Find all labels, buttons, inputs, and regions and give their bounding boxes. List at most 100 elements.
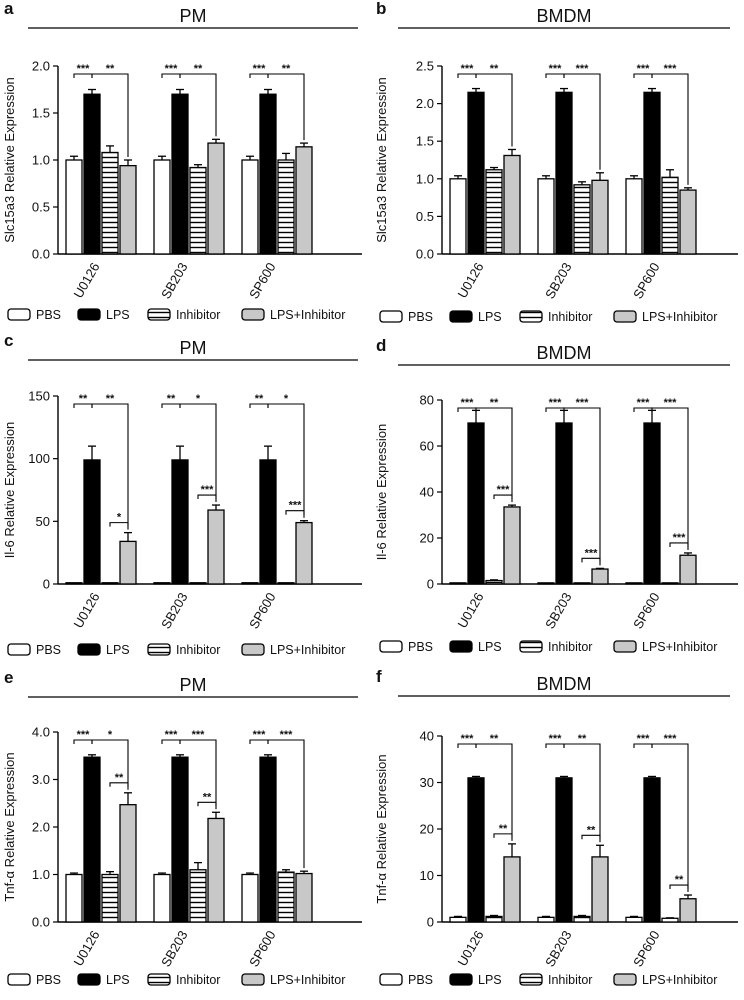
legend-label: Inhibitor bbox=[176, 308, 220, 322]
y-tick-label: 60 bbox=[420, 439, 434, 454]
y-axis-label: Slc15a3 Relative Expression bbox=[2, 77, 17, 242]
sig-bracket: *** bbox=[161, 63, 181, 78]
sig-label: ** bbox=[490, 63, 499, 75]
sig-label: ** bbox=[675, 874, 684, 886]
bar-inhibitor-sb203 bbox=[573, 915, 591, 923]
y-tick-label: 80 bbox=[420, 393, 434, 408]
legend-swatch-0 bbox=[379, 310, 403, 323]
legend-swatch-1 bbox=[77, 308, 101, 321]
y-tick-label: 1.5 bbox=[416, 134, 434, 149]
sig-bracket: ** bbox=[669, 874, 689, 890]
sig-label: *** bbox=[461, 397, 475, 409]
sig-bracket: *** bbox=[581, 547, 601, 563]
bar-lps-inhibitor-sb203 bbox=[591, 856, 609, 923]
panel-letter: b bbox=[376, 0, 386, 18]
sig-label: *** bbox=[549, 733, 563, 745]
sig-label: ** bbox=[203, 791, 212, 803]
legend-label: LPS+Inhibitor bbox=[642, 310, 717, 324]
legend-label: LPS bbox=[106, 643, 130, 657]
sig-label: *** bbox=[664, 397, 678, 409]
bar-inhibitor-u0126 bbox=[485, 579, 503, 585]
y-tick-label: 0 bbox=[427, 577, 434, 592]
sig-label: ** bbox=[106, 63, 115, 75]
panel-c: c PM 0 50 100 150 Il-6 Relative Expression U012… bbox=[2, 331, 362, 657]
bar-lps-inhibitor-sb203 bbox=[207, 817, 225, 923]
legend-label: PBS bbox=[408, 973, 433, 987]
sig-bracket: *** bbox=[545, 397, 565, 412]
sig-bracket: *** bbox=[179, 729, 217, 810]
y-tick-label: 0.0 bbox=[416, 247, 434, 262]
bar-inhibitor-sp600 bbox=[661, 582, 679, 585]
sig-bracket: ** bbox=[161, 393, 181, 408]
category-label: SB203 bbox=[542, 260, 575, 301]
legend-label: LPS bbox=[106, 308, 130, 322]
bar-pbs-u0126 bbox=[449, 916, 467, 923]
sig-bracket: *** bbox=[249, 729, 269, 744]
sig-label: *** bbox=[461, 733, 475, 745]
bar-lps-inhibitor-sp600 bbox=[295, 872, 313, 923]
sig-label: *** bbox=[549, 63, 563, 75]
sig-label: *** bbox=[77, 729, 91, 741]
sig-label: *** bbox=[497, 484, 511, 496]
y-tick-label: 40 bbox=[420, 485, 434, 500]
category-label: SP600 bbox=[630, 590, 663, 631]
panel-title: PM bbox=[180, 338, 207, 358]
y-tick-label: 1.0 bbox=[416, 171, 434, 186]
y-tick-label: 100 bbox=[28, 451, 50, 466]
legend-label: Inhibitor bbox=[548, 640, 592, 654]
bar-lps-sp600 bbox=[643, 91, 661, 255]
sig-bracket: *** bbox=[493, 484, 513, 500]
sig-bracket: *** bbox=[457, 397, 477, 412]
y-axis-label: Il-6 Relative Expression bbox=[2, 422, 17, 559]
bar-inhibitor-sb203 bbox=[573, 582, 591, 585]
bar-lps-u0126 bbox=[467, 422, 485, 585]
y-tick-label: 1.0 bbox=[32, 153, 50, 168]
sig-bracket: *** bbox=[651, 733, 689, 893]
bar-pbs-sp600 bbox=[241, 159, 259, 255]
legend-swatch-0 bbox=[7, 643, 31, 656]
panel-f: f BMDM 0 10 20 30 40 Tnf-α Relative Expression U… bbox=[374, 667, 738, 987]
y-tick-label: 0 bbox=[43, 577, 50, 592]
sig-label: *** bbox=[461, 63, 475, 75]
panel-b: b BMDM 0.0 0.5 1.0 1.5 2.0 2.5 Slc15a3 Relative … bbox=[374, 0, 738, 324]
bar-pbs-sp600 bbox=[241, 582, 259, 585]
sig-bracket: ** bbox=[91, 393, 129, 530]
bar-lps-u0126 bbox=[83, 756, 101, 923]
bar-lps-inhibitor-u0126 bbox=[503, 856, 521, 923]
y-tick-label: 10 bbox=[420, 868, 434, 883]
sig-bracket: *** bbox=[249, 63, 269, 78]
legend-swatch-3 bbox=[613, 640, 637, 653]
bar-inhibitor-sp600 bbox=[277, 871, 295, 923]
bar-lps-sp600 bbox=[259, 93, 277, 255]
category-label: U0126 bbox=[454, 928, 486, 969]
bar-inhibitor-u0126 bbox=[101, 873, 119, 923]
sig-label: *** bbox=[253, 729, 267, 741]
sig-bracket: * bbox=[179, 393, 217, 503]
category-label: SB203 bbox=[158, 260, 191, 301]
legend-label: LPS+Inhibitor bbox=[642, 973, 717, 987]
bar-lps-inhibitor-sb203 bbox=[207, 142, 225, 255]
legend-swatch-1 bbox=[449, 973, 473, 986]
panel-title: BMDM bbox=[537, 674, 592, 694]
sig-bracket: *** bbox=[545, 63, 565, 78]
bar-pbs-u0126 bbox=[449, 178, 467, 255]
bar-lps-inhibitor-u0126 bbox=[119, 804, 137, 923]
legend-label: LPS+Inhibitor bbox=[270, 973, 345, 987]
panel-a: a PM 0.0 0.5 1.0 1.5 2.0 Slc15a3 Relative Expre… bbox=[2, 0, 362, 322]
sig-label: *** bbox=[201, 484, 215, 496]
sig-label: *** bbox=[165, 63, 179, 75]
legend-label: PBS bbox=[36, 643, 61, 657]
bar-lps-sb203 bbox=[171, 93, 189, 255]
bar-lps-inhibitor-sp600 bbox=[679, 189, 697, 255]
panel-title: PM bbox=[180, 675, 207, 695]
legend-label: PBS bbox=[408, 640, 433, 654]
bar-lps-u0126 bbox=[83, 93, 101, 255]
bar-pbs-sb203 bbox=[153, 873, 171, 923]
sig-bracket: * bbox=[91, 729, 129, 790]
sig-label: *** bbox=[77, 63, 91, 75]
sig-bracket: *** bbox=[563, 397, 601, 566]
bar-lps-inhibitor-u0126 bbox=[119, 540, 137, 585]
y-tick-label: 2.0 bbox=[416, 96, 434, 111]
y-tick-label: 1.5 bbox=[32, 106, 50, 121]
sig-bracket: ** bbox=[475, 733, 513, 841]
